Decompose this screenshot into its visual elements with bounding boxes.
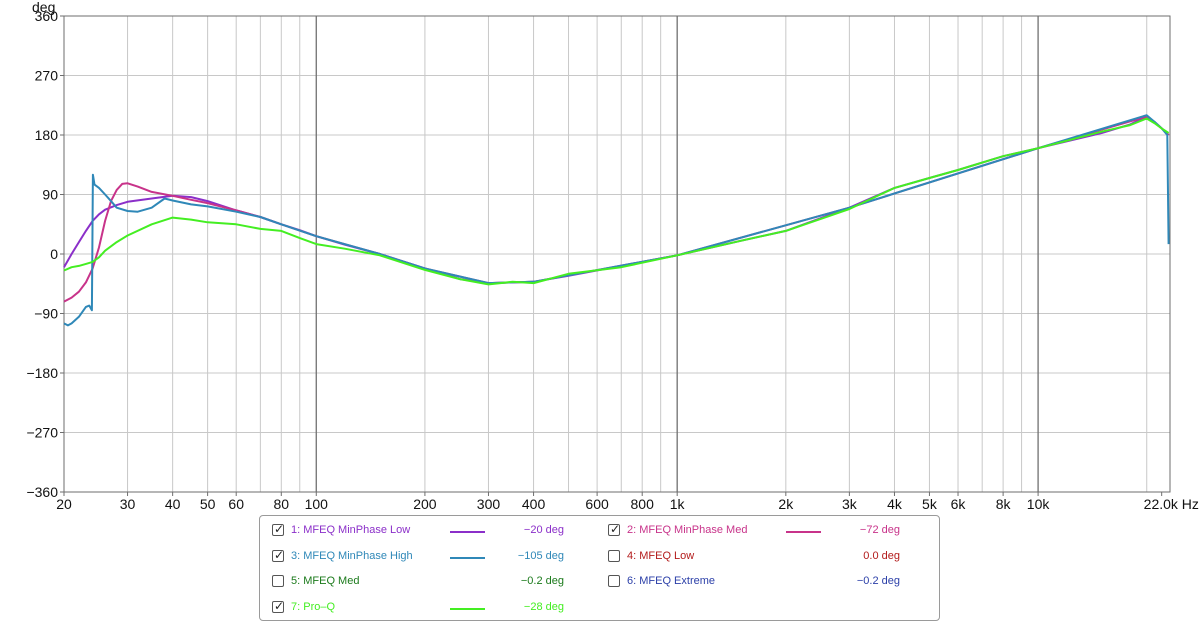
legend-item: ✓ 1: MFEQ MinPhase Low −20 deg: [272, 521, 602, 541]
legend-readout: −105 deg: [517, 550, 564, 562]
y-tick-label: −270: [26, 425, 58, 441]
legend-label: 2: MFEQ MinPhase Med: [627, 524, 748, 536]
checkmark-icon: ✓: [610, 522, 621, 536]
y-tick-label: −180: [26, 365, 58, 381]
legend-label: 4: MFEQ Low: [627, 550, 695, 562]
legend-item: 4: MFEQ Low 0.0 deg: [608, 547, 938, 567]
legend-swatch: [450, 608, 485, 610]
legend-label: 1: MFEQ MinPhase Low: [291, 524, 411, 536]
y-tick-label: 180: [35, 127, 59, 143]
legend-readout: −72 deg: [859, 524, 900, 536]
series-checkbox[interactable]: [272, 575, 284, 587]
y-axis-title: deg: [32, 0, 55, 15]
x-tick-label: 5k: [922, 496, 938, 512]
series-checkbox[interactable]: ✓: [272, 599, 285, 613]
x-tick-label: 1k: [670, 496, 686, 512]
x-tick-label: 800: [631, 496, 655, 512]
series-checkbox[interactable]: [608, 550, 620, 562]
checkmark-icon: ✓: [274, 522, 285, 536]
series-checkbox[interactable]: ✓: [608, 522, 621, 536]
y-tick-label: 0: [50, 246, 58, 262]
legend-item: 6: MFEQ Extreme −0.2 deg: [608, 572, 938, 592]
y-tick-label: −90: [34, 306, 58, 322]
legend-item: ✓ 2: MFEQ MinPhase Med −72 deg: [608, 521, 938, 541]
x-tick-label: 50: [200, 496, 216, 512]
legend-swatch: [450, 531, 485, 533]
x-tick-label: 60: [228, 496, 244, 512]
y-tick-label: 90: [42, 187, 58, 203]
x-tick-label-last: 22.0k Hz: [1144, 496, 1199, 512]
series-checkbox[interactable]: [608, 575, 620, 587]
x-tick-label: 600: [585, 496, 609, 512]
x-tick-label: 100: [305, 496, 329, 512]
series-lines: [63, 114, 1170, 327]
x-tick-label: 2k: [778, 496, 794, 512]
x-tick-label: 80: [274, 496, 290, 512]
x-tick-label: 10k: [1027, 496, 1051, 512]
legend-readout: 0.0 deg: [863, 550, 900, 562]
series-checkbox[interactable]: ✓: [272, 548, 285, 562]
y-tick-label: 360: [35, 8, 59, 24]
legend-item: ✓ 7: Pro–Q −28 deg: [272, 598, 602, 618]
x-tick-label: 300: [477, 496, 501, 512]
x-tick-label: 400: [522, 496, 546, 512]
legend-swatch: [450, 557, 485, 559]
x-tick-label: 30: [120, 496, 136, 512]
checkmark-icon: ✓: [274, 548, 285, 562]
legend-readout: −20 deg: [523, 524, 564, 536]
legend-swatch: [786, 531, 821, 533]
legend-label: 3: MFEQ MinPhase High: [291, 550, 413, 562]
legend-label: 6: MFEQ Extreme: [627, 575, 716, 587]
x-tick-label: 3k: [842, 496, 858, 512]
legend-readout: −0.2 deg: [520, 575, 564, 587]
legend-readout: −0.2 deg: [856, 575, 900, 587]
y-tick-label: 270: [35, 68, 59, 84]
series-checkbox[interactable]: ✓: [272, 522, 285, 536]
x-tick-label: 8k: [996, 496, 1012, 512]
legend: ✓ 1: MFEQ MinPhase Low −20 deg ✓ 2: MFEQ Min…: [259, 515, 940, 621]
series-line-7: [63, 117, 1170, 286]
y-tick-label: −360: [26, 484, 58, 500]
x-tick-label: 200: [413, 496, 437, 512]
legend-item: ✓ 3: MFEQ MinPhase High −105 deg: [272, 547, 602, 567]
legend-label: 7: Pro–Q: [291, 601, 336, 613]
x-tick-label: 40: [165, 496, 181, 512]
checkmark-icon: ✓: [274, 599, 285, 613]
legend-readout: −28 deg: [523, 601, 564, 613]
x-tick-label: 4k: [887, 496, 903, 512]
legend-label: 5: MFEQ Med: [291, 575, 360, 587]
x-tick-label: 6k: [951, 496, 967, 512]
series-line-3: [63, 114, 1170, 327]
x-tick-label: 20: [56, 496, 72, 512]
legend-item: 5: MFEQ Med −0.2 deg: [272, 572, 602, 592]
